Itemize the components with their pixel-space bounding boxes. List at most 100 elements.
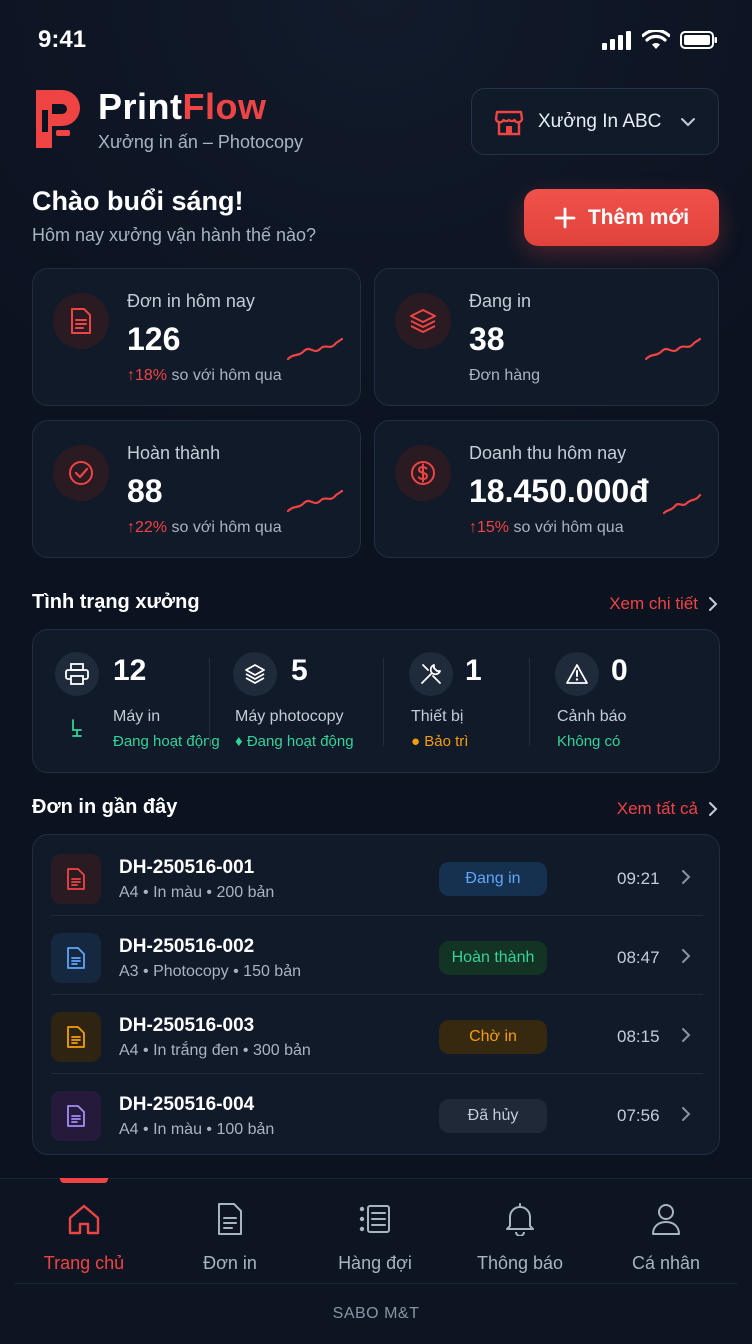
add-new-label: Thêm mới <box>587 205 690 229</box>
workshop-count: 1 <box>465 654 482 687</box>
tab-home[interactable]: Trang chủ <box>14 1199 154 1274</box>
stat-change-value: 18% <box>135 367 168 384</box>
store-selector[interactable]: Xưởng In ABC <box>471 88 719 155</box>
workshop-item-warnings[interactable]: 0 Cảnh báo Không có <box>555 630 705 774</box>
workshop-label: Cảnh báo <box>557 708 627 725</box>
stat-change: ↑22% <box>127 519 168 536</box>
stat-card-printing[interactable]: Đang in 38 Đơn hàng <box>374 268 719 406</box>
layers-icon <box>410 309 436 333</box>
sparkline-icon <box>662 493 702 515</box>
tools-icon <box>421 664 441 684</box>
chevron-right-icon <box>682 949 691 963</box>
document-icon <box>71 308 91 334</box>
divider <box>529 658 530 746</box>
order-code: DH-250516-002 <box>119 936 255 957</box>
workshop-status: Đang hoạt động <box>113 733 220 750</box>
stat-icon-wrap <box>53 293 109 349</box>
divider <box>14 1283 738 1284</box>
bell-icon <box>506 1203 534 1236</box>
stat-change-value: 15% <box>477 519 510 536</box>
greeting-subtitle: Hôm nay xưởng vận hành thế nào? <box>32 225 317 245</box>
order-time: 07:56 <box>617 1106 660 1125</box>
status-icon-wrap <box>555 652 599 696</box>
stat-value: 38 <box>469 321 505 357</box>
stat-value: 126 <box>127 321 181 357</box>
add-new-button[interactable]: Thêm mới <box>524 189 719 246</box>
order-file-icon-wrap <box>51 1012 101 1062</box>
tab-notifications[interactable]: Thông báo <box>450 1199 590 1274</box>
workshop-detail-link[interactable]: Xem chi tiết <box>609 594 718 614</box>
tab-orders[interactable]: Đơn in <box>160 1199 300 1274</box>
brand: PrintFlow Xưởng in ấn – Photocopy <box>98 86 303 153</box>
order-meta: A4 • In màu • 200 bản <box>119 884 275 901</box>
chevron-right-icon <box>682 870 691 884</box>
order-row[interactable]: DH-250516-002 A3 • Photocopy • 150 bản H… <box>33 916 721 995</box>
status-icon-wrap <box>55 652 99 696</box>
status-badge: Đã hủy <box>439 1099 547 1133</box>
chevron-right-icon <box>709 802 718 816</box>
brand-name-part1: Print <box>98 86 183 127</box>
list-icon <box>359 1205 390 1233</box>
divider <box>209 658 210 746</box>
order-file-icon-wrap <box>51 1091 101 1141</box>
stat-card-completed[interactable]: Hoàn thành 88 ↑22% so với hôm qua <box>32 420 361 558</box>
order-row[interactable]: DH-250516-001 A4 • In màu • 200 bản Đang… <box>33 837 721 916</box>
stat-suffix: so với hôm qua <box>171 519 282 536</box>
status-icons <box>602 30 718 50</box>
tab-label: Cá nhân <box>631 1253 701 1273</box>
orders-view-all-link[interactable]: Xem tất cả <box>617 799 718 819</box>
workshop-status: Không có <box>557 733 621 750</box>
order-meta: A4 • In màu • 100 bản <box>119 1121 275 1138</box>
workshop-count: 5 <box>291 654 308 687</box>
tab-profile[interactable]: Cá nhân <box>596 1199 736 1274</box>
stat-title: Đang in <box>469 291 532 311</box>
store-icon <box>494 110 524 135</box>
workshop-count: 0 <box>611 654 628 687</box>
divider <box>51 915 703 916</box>
printflow-logo <box>36 90 80 148</box>
workshop-item-photocopiers[interactable]: 5 Máy photocopy ♦ Đang hoạt động <box>233 630 393 774</box>
home-icon <box>68 1204 100 1235</box>
document-icon <box>218 1203 242 1235</box>
order-code: DH-250516-001 <box>119 857 255 878</box>
tab-queue[interactable]: Hàng đợi <box>305 1199 445 1274</box>
workshop-status-text: Bảo trì <box>424 733 469 750</box>
warning-icon <box>566 664 588 684</box>
order-meta: A4 • In trắng đen • 300 bản <box>119 1042 311 1059</box>
active-indicator-icon <box>72 719 82 737</box>
chevron-right-icon <box>682 1028 691 1042</box>
stat-card-revenue[interactable]: Doanh thu hôm nay 18.450.000đ ↑15% so vớ… <box>374 420 719 558</box>
order-row[interactable]: DH-250516-004 A4 • In màu • 100 bản Đã h… <box>33 1074 721 1153</box>
workshop-item-printers[interactable]: 12 Máy in Đang hoạt động <box>55 630 220 774</box>
stat-footer: ↑18% so với hôm qua <box>127 367 282 385</box>
workshop-item-devices[interactable]: 1 Thiết bị ● Bảo trì <box>409 630 539 774</box>
orders-view-all-label: Xem tất cả <box>616 799 698 818</box>
divider <box>51 994 703 995</box>
stat-footer: ↑22% so với hôm qua <box>127 519 282 537</box>
brand-subtitle: Xưởng in ấn – Photocopy <box>98 132 303 152</box>
brand-name: PrintFlow <box>98 86 303 128</box>
stat-suffix: so với hôm qua <box>171 367 282 384</box>
workshop-label: Máy in <box>113 708 161 725</box>
sparkline-icon <box>286 337 344 361</box>
status-badge: Đang in <box>439 862 547 896</box>
stat-suffix: so với hôm qua <box>513 519 624 536</box>
signal-icon <box>602 31 631 50</box>
workshop-status-text: Đang hoạt động <box>246 733 354 750</box>
order-time: 08:15 <box>617 1027 660 1046</box>
bottom-tab-bar: Trang chủ Đơn in Hàng đợi <box>0 1178 752 1344</box>
workshop-detail-label: Xem chi tiết <box>609 594 698 613</box>
order-row[interactable]: DH-250516-003 A4 • In trắng đen • 300 bả… <box>33 995 721 1074</box>
order-code: DH-250516-004 <box>119 1094 255 1115</box>
footer-credit: SABO M&T <box>332 1305 420 1322</box>
dollar-icon <box>411 461 435 485</box>
brand-name-part2: Flow <box>182 86 267 127</box>
check-circle-icon <box>69 461 93 485</box>
chevron-right-icon <box>682 1107 691 1121</box>
stat-card-orders-today[interactable]: Đơn in hôm nay 126 ↑18% so với hôm qua <box>32 268 361 406</box>
workshop-status-card: 12 Máy in Đang hoạt động 5 Máy photocopy… <box>32 629 720 773</box>
order-file-icon-wrap <box>51 854 101 904</box>
document-icon <box>67 868 85 890</box>
workshop-label: Máy photocopy <box>235 708 344 725</box>
